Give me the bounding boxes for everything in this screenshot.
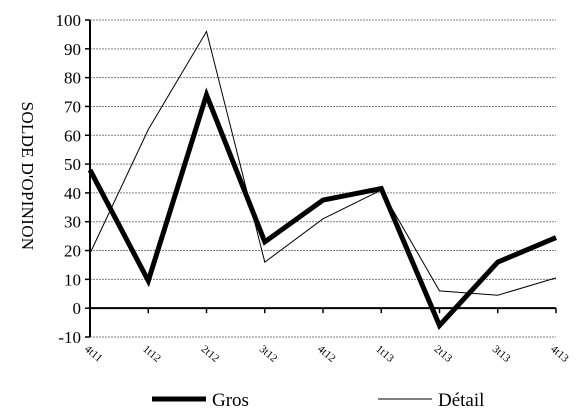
y-axis-label: SOLDE D'OPINION xyxy=(18,102,37,251)
x-tick-labels: 4t11 1t12 2t12 3t12 4t12 1t13 2t13 3t13 4t13 xyxy=(82,343,571,365)
x-tick-label: 3t12 xyxy=(257,343,280,365)
x-tick-label: 2t12 xyxy=(199,343,222,365)
y-tick-label: 10 xyxy=(64,270,81,289)
y-tick-label: 20 xyxy=(64,242,81,261)
legend: Gros Détail xyxy=(152,390,484,411)
legend-label-gros: Gros xyxy=(212,390,249,411)
axes xyxy=(85,19,557,338)
x-tick-label: 2t13 xyxy=(432,343,455,365)
y-tick-label: 40 xyxy=(64,184,81,203)
y-tick-label: 70 xyxy=(64,97,81,116)
y-tick-label: 60 xyxy=(64,126,81,145)
y-tick-label: 80 xyxy=(64,69,81,88)
y-tick-label: 0 xyxy=(73,299,82,318)
y-tick-labels: -10 0 10 20 30 40 50 60 70 80 90 100 xyxy=(56,11,82,347)
y-tick-label: 30 xyxy=(64,213,81,232)
series-line-d-tail xyxy=(89,30,557,296)
series-line-gros xyxy=(87,87,557,331)
x-tick-label: 4t11 xyxy=(82,343,104,365)
gridlines xyxy=(90,19,556,338)
y-tick-label: 100 xyxy=(56,11,82,30)
x-tick-label: 3t13 xyxy=(490,343,513,365)
x-tick-label: 1t13 xyxy=(373,343,396,365)
y-tick-label: -10 xyxy=(58,328,81,347)
legend-label-d-tail: Détail xyxy=(438,390,484,411)
x-tick-label: 4t13 xyxy=(548,343,571,365)
y-tick-label: 50 xyxy=(64,155,81,174)
x-tick-label: 1t12 xyxy=(140,343,163,365)
y-tick-label: 90 xyxy=(64,40,81,59)
x-tick-label: 4t12 xyxy=(315,343,338,365)
data-series xyxy=(87,30,557,331)
